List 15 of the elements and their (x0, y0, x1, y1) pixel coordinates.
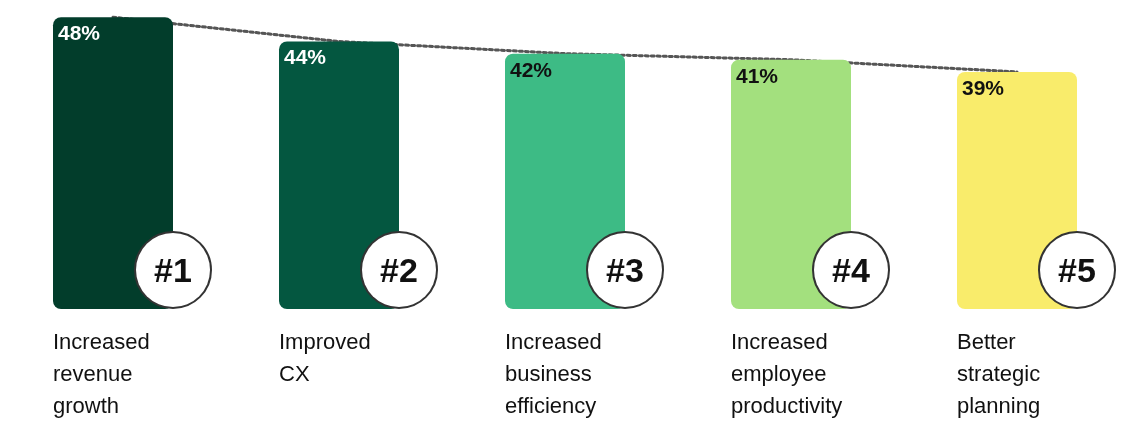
data-label: 41% (736, 63, 779, 87)
x-tick-label: Increased revenue growth (53, 328, 150, 418)
x-tick-label: Better strategic planning (957, 328, 1041, 418)
annotation: #1 (154, 251, 192, 289)
x-tick-label: Improved CX (279, 328, 371, 386)
data-label: 44% (284, 45, 327, 69)
annotation: #4 (832, 251, 870, 289)
x-tick-label: Increased employee productivity (731, 328, 843, 418)
annotation: #5 (1058, 251, 1096, 289)
annotation: #2 (380, 251, 418, 289)
x-tick-label: Increased business efficiency (505, 328, 602, 418)
annotation: #3 (606, 251, 644, 289)
data-label: 39% (962, 75, 1005, 99)
data-label: 48% (58, 21, 101, 45)
data-label: 42% (510, 57, 553, 81)
